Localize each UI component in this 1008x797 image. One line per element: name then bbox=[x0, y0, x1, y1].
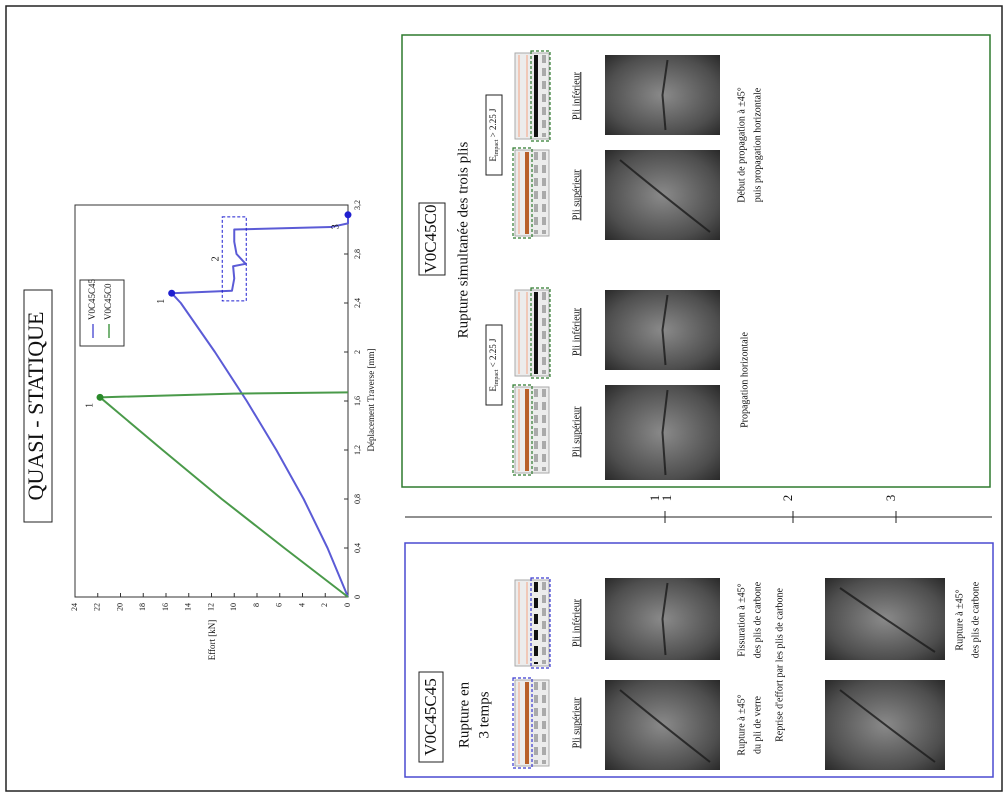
y-tick-label: 20 bbox=[115, 603, 124, 611]
panel-subtitle: 3 temps bbox=[476, 691, 492, 738]
blue-panel bbox=[404, 542, 994, 778]
y-tick-label: 24 bbox=[70, 603, 79, 611]
caption: puis propagation horizontale bbox=[752, 87, 763, 202]
crack bbox=[661, 294, 669, 366]
x-tick-label: 2,4 bbox=[353, 298, 362, 308]
annotation-point bbox=[96, 393, 104, 401]
crack bbox=[839, 587, 936, 653]
crack bbox=[619, 689, 711, 763]
condition-box bbox=[485, 94, 503, 176]
crack bbox=[839, 689, 936, 763]
y-tick-label: 22 bbox=[93, 603, 102, 611]
annotation-point bbox=[168, 289, 176, 297]
condition-box bbox=[485, 324, 503, 406]
condition-relation: > 2.25 J bbox=[488, 108, 498, 140]
ply-highlight bbox=[530, 50, 551, 142]
ply-highlight bbox=[530, 577, 551, 669]
green-panel bbox=[401, 34, 991, 488]
panel-title: V0C45C0 bbox=[421, 205, 440, 274]
timeline-label: 3 bbox=[883, 495, 898, 502]
ply-label: Pli supérieur bbox=[571, 697, 582, 748]
caption: des plis de carbone bbox=[970, 581, 981, 658]
annotation-label: 1 bbox=[84, 403, 95, 408]
ply-label: Pli supérieur bbox=[571, 406, 582, 457]
x-axis-label: Déplacement Traverse [mm] bbox=[366, 349, 376, 452]
condition: Eimpact < 2.25 J bbox=[488, 338, 500, 391]
y-tick-label: 18 bbox=[138, 603, 147, 611]
condition-relation: < 2.25 J bbox=[488, 338, 498, 370]
condition: Eimpact > 2.25 J bbox=[488, 108, 500, 161]
ply-highlight bbox=[512, 147, 533, 239]
annotation-label: 3 bbox=[330, 224, 341, 229]
crack bbox=[661, 59, 669, 131]
panel-title-box bbox=[418, 671, 444, 763]
crack bbox=[619, 159, 711, 233]
x-tick-label: 2 bbox=[353, 350, 362, 354]
x-tick-label: 1,6 bbox=[353, 396, 362, 406]
y-tick-label: 8 bbox=[252, 603, 261, 607]
condition-subscript: impact bbox=[494, 139, 500, 156]
x-tick-label: 0,4 bbox=[353, 543, 362, 553]
x-tick-label: 0,8 bbox=[353, 494, 362, 504]
x-tick-label: 1,2 bbox=[353, 445, 362, 455]
caption: Rupture à ±45° bbox=[736, 694, 747, 755]
series-line bbox=[170, 214, 349, 598]
caption: du pli de verre bbox=[752, 695, 763, 754]
caption: des plis de carbone bbox=[752, 581, 763, 658]
plot-area bbox=[74, 204, 349, 598]
page-frame bbox=[5, 5, 1003, 792]
panel-title-box bbox=[418, 202, 446, 276]
legend-box bbox=[79, 279, 125, 347]
panel-title: V0C45C45 bbox=[421, 678, 440, 755]
ply-highlight bbox=[512, 384, 533, 476]
condition-symbol: E bbox=[488, 155, 498, 161]
annotation-label: 1 bbox=[156, 299, 167, 304]
x-tick-label: 2,8 bbox=[353, 249, 362, 259]
condition-symbol: E bbox=[488, 385, 498, 391]
crack bbox=[661, 582, 669, 656]
caption: Début de propagation à ±45° bbox=[736, 87, 747, 203]
y-axis-label: Effort [kN] bbox=[207, 620, 217, 661]
condition-subscript: impact bbox=[494, 369, 500, 386]
y-tick-label: 2 bbox=[320, 603, 329, 607]
ply-label: Pli inférieur bbox=[571, 307, 582, 356]
panel-subtitle: Rupture simultanée des trois plis bbox=[455, 142, 471, 339]
timeline-label: 2 bbox=[780, 495, 795, 502]
crack bbox=[661, 389, 669, 476]
title-box bbox=[23, 289, 53, 523]
y-tick-label: 10 bbox=[229, 603, 238, 611]
caption: Reprise d'effort par les plis de carbone bbox=[774, 588, 785, 742]
x-tick-label: 3,2 bbox=[353, 200, 362, 210]
ply-highlight bbox=[530, 287, 551, 379]
annotation-point bbox=[344, 211, 352, 219]
caption: Fissuration à ±45° bbox=[736, 583, 747, 656]
panel-subtitle: Rupture en bbox=[456, 681, 472, 748]
timeline-label: 1 bbox=[659, 495, 674, 502]
y-tick-label: 6 bbox=[275, 603, 284, 607]
caption: Propagation horizontale bbox=[739, 332, 750, 428]
annotation-box bbox=[221, 216, 247, 302]
page-title: QUASI - STATIQUE bbox=[23, 312, 48, 501]
y-tick-label: 4 bbox=[297, 603, 306, 607]
ply-label: Pli inférieur bbox=[571, 71, 582, 120]
y-tick-label: 12 bbox=[206, 603, 215, 611]
ply-highlight bbox=[512, 677, 533, 769]
ply-label: Pli supérieur bbox=[571, 169, 582, 220]
y-tick-label: 0 bbox=[343, 603, 352, 607]
y-tick-label: 14 bbox=[184, 603, 193, 611]
series-line bbox=[99, 391, 349, 598]
x-tick-label: 0 bbox=[353, 595, 362, 599]
caption: Rupture à ±45° bbox=[954, 589, 965, 650]
annotation-label: 2 bbox=[211, 256, 222, 261]
legend-label: V0C45C0 bbox=[103, 283, 113, 320]
y-tick-label: 16 bbox=[161, 603, 170, 611]
ply-label: Pli inférieur bbox=[571, 598, 582, 647]
legend-label: V0C45C45 bbox=[87, 278, 97, 320]
timeline-label: 1 bbox=[647, 495, 662, 502]
